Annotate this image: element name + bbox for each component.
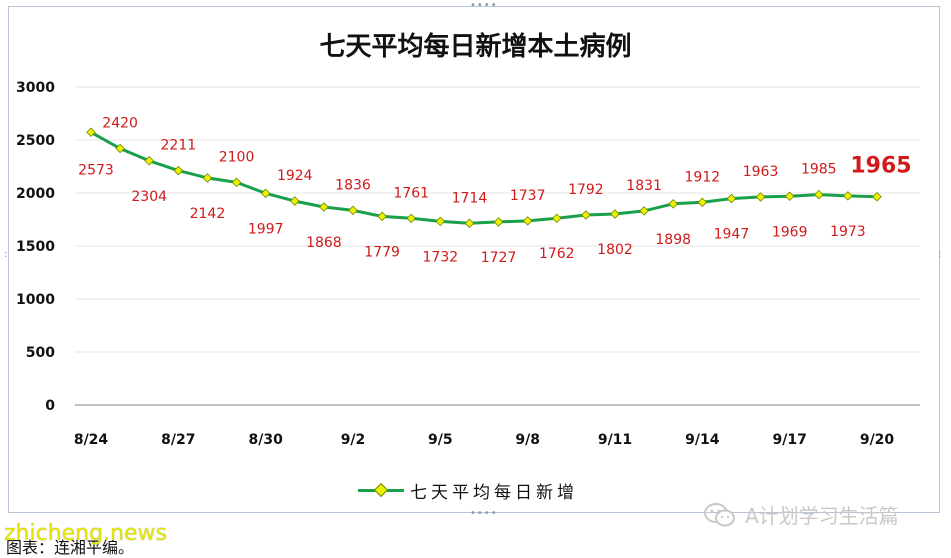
data-point-marker [755, 192, 766, 202]
data-point-marker [581, 210, 591, 220]
source-note: 图表：连湘平编。 [6, 538, 135, 557]
watermark-site: zhicheng.news [4, 521, 168, 546]
chart-frame [8, 6, 940, 513]
y-tick-label: 1500 [16, 239, 55, 255]
y-tick-label: 0 [45, 398, 55, 414]
y-tick-label: 2000 [16, 186, 55, 202]
data-point-marker [814, 189, 824, 200]
data-point-marker [668, 199, 678, 209]
data-label: 1779 [364, 244, 400, 260]
x-tick-label: 8/27 [161, 432, 195, 448]
data-label: 2304 [131, 189, 167, 205]
data-point-marker [377, 211, 387, 222]
data-label: 2420 [102, 115, 138, 131]
data-label: 1737 [510, 188, 546, 204]
wechat-icon [703, 502, 737, 528]
legend-swatch [358, 480, 404, 500]
y-tick-label: 500 [26, 345, 55, 361]
x-tick-label: 9/17 [772, 432, 806, 448]
data-label: 1762 [539, 246, 575, 262]
data-point-marker [319, 202, 329, 212]
data-label: 1898 [655, 232, 691, 248]
data-label: 1761 [393, 185, 429, 201]
data-point-marker [260, 188, 271, 199]
x-tick-label: 9/8 [515, 432, 540, 448]
data-point-marker [726, 193, 737, 204]
data-point-marker [784, 191, 795, 202]
data-label: 1727 [481, 250, 517, 266]
y-tick-label: 1000 [16, 292, 55, 308]
data-point-marker [610, 209, 620, 219]
data-point-marker [144, 156, 154, 166]
data-point-marker [464, 218, 475, 229]
legend: 七天平均每日新增 [358, 480, 578, 503]
data-label: 2142 [190, 206, 226, 222]
data-label: 1973 [830, 224, 866, 240]
data-label: 1924 [277, 168, 313, 184]
watermark-account-text: A计划学习生活篇 [745, 504, 899, 528]
data-point-marker [552, 213, 562, 223]
data-label: 1947 [714, 227, 750, 243]
data-point-marker [697, 197, 708, 208]
resize-handle-top[interactable]: •••• [470, 0, 498, 11]
data-label: 1985 [801, 162, 837, 178]
data-point-marker [639, 206, 649, 216]
data-point-marker [290, 196, 300, 206]
x-tick-label: 9/11 [598, 432, 632, 448]
x-tick-label: 8/30 [248, 432, 283, 448]
data-label: 1802 [597, 242, 633, 258]
y-tick-label: 3000 [16, 80, 55, 96]
data-label: 1868 [306, 235, 342, 251]
data-label: 2211 [161, 138, 197, 154]
x-tick-label: 9/14 [685, 432, 720, 448]
data-label: 1836 [335, 177, 371, 193]
x-tick-label: 8/24 [74, 432, 109, 448]
data-point-marker [843, 191, 853, 201]
data-point-marker [231, 177, 242, 188]
legend-label: 七天平均每日新增 [410, 482, 578, 503]
data-point-marker [522, 216, 533, 226]
data-label: 1963 [743, 164, 779, 180]
data-point-marker [493, 217, 504, 227]
data-point-marker [202, 173, 213, 183]
data-point-marker [86, 127, 96, 138]
data-label: 1714 [452, 190, 488, 206]
data-point-marker [406, 213, 416, 224]
data-label: 1965 [850, 154, 911, 179]
y-tick-label: 2500 [16, 133, 55, 149]
x-tick-label: 9/5 [428, 432, 453, 448]
data-point-marker [173, 165, 184, 176]
series-line [90, 130, 878, 225]
data-label: 1997 [248, 221, 284, 237]
x-tick-label: 9/20 [860, 432, 895, 448]
watermark-account: A计划学习生活篇 [703, 500, 899, 529]
data-point-marker [435, 216, 446, 227]
data-label: 1831 [626, 178, 662, 194]
resize-handle-bottom[interactable]: •••• [470, 508, 498, 519]
data-label: 1792 [568, 182, 604, 198]
data-point-marker [872, 191, 882, 202]
resize-handle-right[interactable]: : [938, 249, 943, 260]
data-point-marker [115, 143, 125, 154]
data-label: 2573 [78, 162, 114, 178]
x-tick-label: 9/2 [341, 432, 366, 448]
chart-title: 七天平均每日新增本土病例 [319, 32, 632, 62]
data-label: 1969 [772, 224, 808, 240]
data-label: 1912 [685, 169, 721, 185]
data-label: 1732 [423, 249, 459, 265]
data-label: 2100 [219, 149, 255, 165]
resize-handle-left[interactable]: : [4, 249, 9, 260]
data-point-marker [348, 205, 358, 216]
